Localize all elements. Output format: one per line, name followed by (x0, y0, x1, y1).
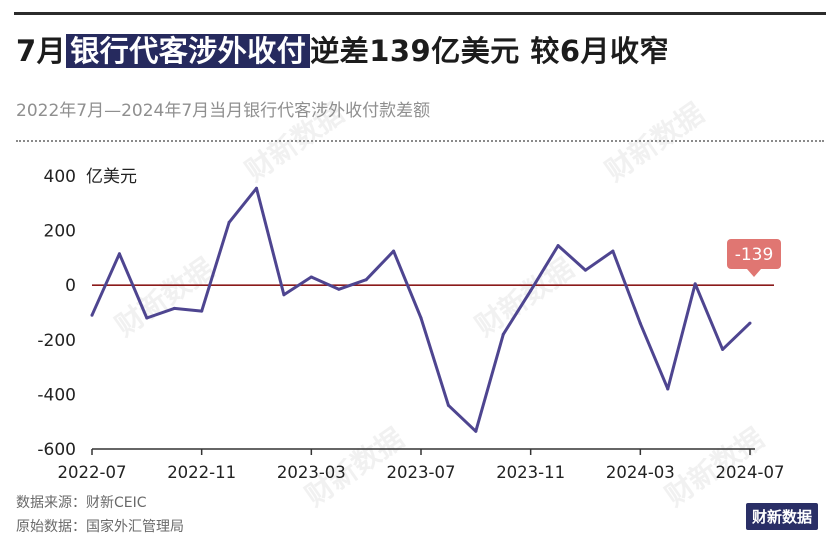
data-point (145, 316, 149, 320)
data-point (90, 313, 94, 317)
data-point (446, 403, 450, 407)
x-tick-label: 2024-03 (606, 463, 675, 482)
y-tick-label: 400 (44, 167, 76, 187)
y-tick-label: -200 (37, 331, 76, 351)
dotted-divider (16, 140, 824, 142)
data-point (117, 252, 121, 256)
source-note: 数据来源：财新CEIC (16, 495, 147, 511)
x-tick-label: 2023-11 (496, 463, 565, 482)
x-tick-label: 2023-07 (387, 463, 456, 482)
callout-label: -139 (735, 245, 774, 265)
callout-box (727, 239, 781, 269)
data-point (584, 268, 587, 272)
raw-data-note: 原始数据：国家外汇管理局 (16, 519, 184, 535)
title-highlight: 银行代客涉外收付 (66, 34, 311, 68)
y-tick-label: -400 (37, 385, 76, 405)
data-point (309, 275, 313, 279)
top-rule (14, 12, 826, 15)
y-tick-label: -600 (37, 440, 76, 460)
chart-title: 7月 银行代客涉外收付 逆差139亿美元 较6月收窄 (16, 30, 669, 72)
x-tick-label: 2024-07 (716, 463, 785, 482)
data-point (419, 316, 423, 320)
y-unit-label: 亿美元 (86, 167, 137, 187)
x-tick-label: 2022-11 (167, 463, 236, 482)
data-point (501, 332, 505, 336)
watermark-text: 财新数据 (239, 97, 350, 188)
series-line (90, 186, 752, 433)
data-point (227, 220, 231, 224)
data-point (392, 249, 396, 253)
title-prefix: 7月 (16, 34, 67, 68)
data-point (693, 282, 697, 286)
data-point (529, 289, 533, 293)
title-suffix: 逆差139亿美元 较6月收窄 (310, 34, 670, 68)
x-tick-label: 2022-07 (58, 463, 127, 482)
y-tick-label: 200 (44, 222, 76, 242)
data-point (556, 244, 560, 248)
data-point (748, 321, 752, 325)
data-point (666, 387, 670, 391)
data-point (721, 347, 725, 351)
chart-subtitle: 2022年7月—2024年7月当月银行代客涉外收付款差额 (16, 101, 431, 121)
watermark-text: 财新数据 (469, 252, 580, 343)
y-tick-label: 0 (65, 276, 76, 296)
x-tick-label: 2023-03 (277, 463, 346, 482)
watermark-text: 财新数据 (599, 97, 710, 188)
data-point (364, 278, 368, 282)
brand-logo: 财新数据 (745, 503, 818, 530)
data-point (255, 186, 258, 190)
data-point (337, 287, 341, 291)
callout-pointer (747, 269, 761, 277)
data-point (282, 293, 286, 297)
data-point (200, 309, 204, 313)
data-point (172, 306, 176, 310)
data-point (474, 429, 478, 433)
data-point (611, 249, 615, 253)
data-point (638, 321, 642, 325)
